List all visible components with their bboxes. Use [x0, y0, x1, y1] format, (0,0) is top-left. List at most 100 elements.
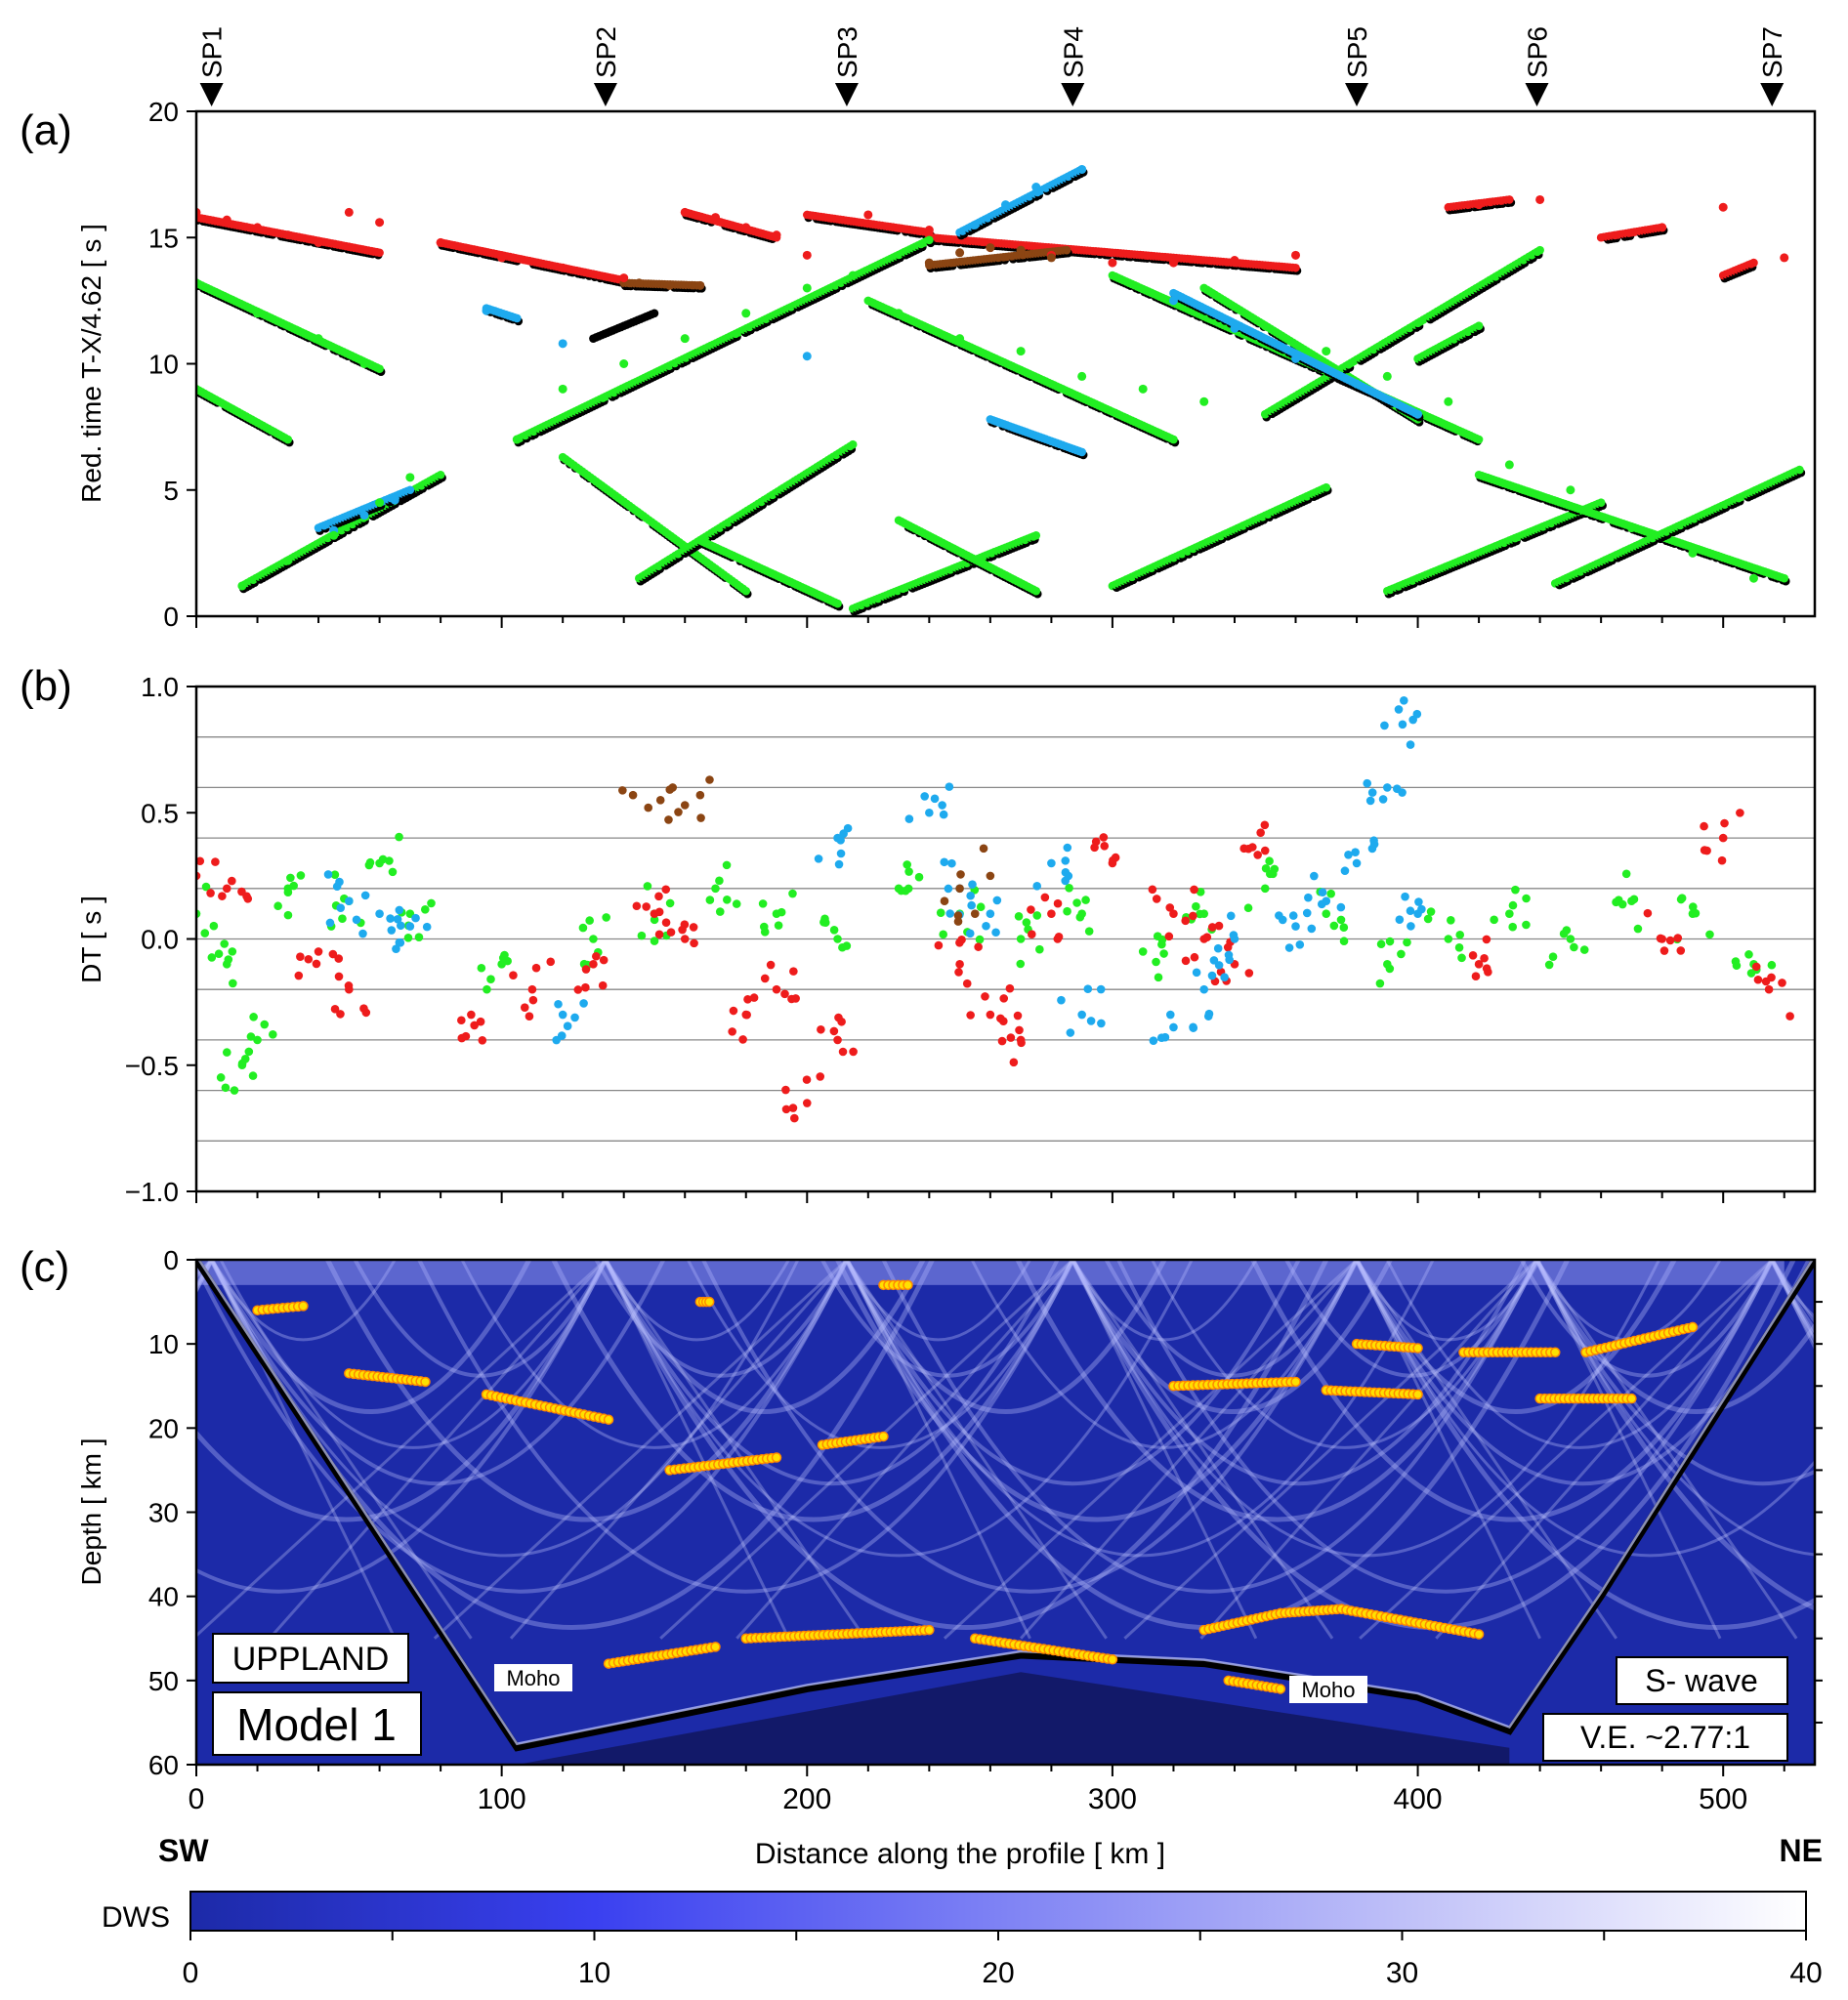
ray-line [735, 1260, 1074, 1640]
residual-point [817, 1024, 825, 1034]
residual-point [643, 882, 652, 891]
data-point [1780, 253, 1789, 263]
data-point [1001, 200, 1010, 210]
residual-point [224, 955, 233, 964]
residual-point [1152, 895, 1161, 903]
residual-point [222, 884, 231, 894]
residual-point [552, 1035, 561, 1045]
residual-point [352, 915, 361, 925]
residual-point [206, 889, 215, 897]
residual-point [222, 1048, 231, 1057]
traveltime-pick [1780, 573, 1789, 583]
dws-heatmap [196, 1260, 1815, 1765]
residual-point [695, 790, 705, 800]
residual-point [554, 999, 563, 1009]
residual-point [654, 907, 664, 917]
residual-point [661, 918, 671, 928]
traveltime-pick [1535, 245, 1544, 255]
residual-point [1778, 979, 1786, 987]
residual-point [1322, 909, 1331, 918]
residual-point [968, 880, 977, 889]
residual-point [1676, 946, 1686, 955]
residual-point [1075, 912, 1085, 922]
data-point [634, 278, 644, 288]
residual-point [364, 860, 374, 870]
residual-point [939, 930, 947, 939]
residual-point [461, 1031, 471, 1041]
residual-point [260, 1020, 270, 1029]
residual-point [970, 909, 980, 918]
residual-point [628, 790, 638, 800]
ray-coverage [196, 1260, 1815, 1765]
traveltime-pick [833, 599, 842, 608]
residual-point [665, 898, 675, 908]
residual-point [661, 885, 671, 895]
residual-point [395, 832, 403, 842]
data-point [283, 230, 293, 240]
residual-point [967, 900, 976, 910]
data-point [314, 334, 323, 344]
residual-point [1047, 909, 1056, 918]
residual-point [650, 937, 659, 945]
residual-point [1444, 935, 1453, 943]
data-point [375, 498, 385, 508]
residual-point [589, 935, 598, 943]
residual-point [220, 939, 230, 948]
residual-point [1307, 924, 1317, 934]
residual-point [1414, 897, 1423, 906]
residual-point [1490, 915, 1498, 925]
residual-point [1220, 973, 1229, 982]
residual-point [395, 905, 404, 915]
reflector-point [924, 1624, 935, 1636]
data-point [329, 530, 339, 540]
residual-point [729, 1006, 738, 1016]
residual-point [563, 1021, 572, 1031]
residual-point [1378, 795, 1388, 804]
ray-line [1071, 1260, 1258, 1640]
residual-point [296, 871, 306, 880]
residual-point [427, 898, 436, 908]
residual-point [1367, 788, 1377, 797]
ray-path [551, 1260, 1075, 1522]
residual-point [527, 984, 537, 994]
residual-point [1226, 911, 1236, 921]
ray-path [1071, 1260, 1660, 1558]
residual-point [1336, 902, 1346, 912]
data-point [1413, 409, 1423, 419]
residual-point [249, 1013, 258, 1021]
traveltime-pick [1505, 195, 1514, 204]
data-point [741, 223, 751, 232]
residual-point [1057, 995, 1066, 1005]
residual-point [1209, 956, 1219, 965]
residual-point [599, 955, 609, 965]
ray-path [1071, 1260, 1258, 1342]
data-point [848, 271, 858, 280]
residual-point [1339, 923, 1349, 933]
residual-point [1229, 931, 1239, 939]
residual-point [836, 849, 846, 858]
residual-point [1028, 930, 1036, 939]
residual-point [1054, 933, 1064, 941]
data-point [1077, 164, 1087, 174]
residual-point [1154, 973, 1163, 982]
shot-point-label: SP3 [832, 26, 862, 78]
ray-line [1770, 1260, 1815, 1352]
data-point [1444, 396, 1453, 406]
shot-point-label: SP4 [1058, 26, 1088, 78]
residual-point [179, 910, 188, 919]
traveltime-pick [848, 439, 858, 449]
data-point [1230, 256, 1239, 266]
residual-point [944, 884, 953, 894]
residual-point [1061, 856, 1071, 865]
residual-point [328, 949, 338, 959]
residual-point [359, 1004, 368, 1014]
data-point [1138, 384, 1148, 394]
residual-point [1152, 957, 1160, 967]
ray-line [210, 1260, 397, 1640]
ray-line [433, 1260, 848, 1640]
residual-point [1086, 1017, 1096, 1025]
residual-point [1097, 1019, 1106, 1028]
shot-point-triangle [1061, 83, 1085, 106]
residual-point [286, 873, 295, 883]
residual-point [666, 928, 676, 937]
